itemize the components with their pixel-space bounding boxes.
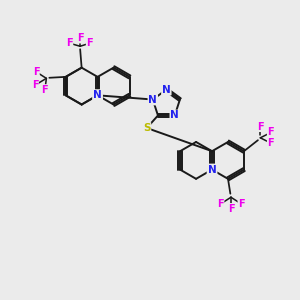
Text: S: S — [143, 123, 150, 133]
Text: F: F — [77, 33, 83, 43]
Text: N: N — [208, 165, 216, 175]
Text: F: F — [217, 199, 224, 209]
Text: N: N — [93, 90, 102, 100]
Text: F: F — [238, 199, 245, 209]
Text: N: N — [162, 85, 171, 95]
Text: F: F — [66, 38, 73, 48]
Text: F: F — [257, 122, 264, 131]
Text: N: N — [208, 165, 216, 175]
Text: F: F — [33, 67, 39, 77]
Text: F: F — [267, 138, 274, 148]
Text: F: F — [228, 204, 234, 214]
Text: F: F — [42, 85, 48, 95]
Text: F: F — [86, 38, 93, 48]
Text: F: F — [267, 128, 274, 137]
Text: N: N — [148, 94, 157, 104]
Text: N: N — [170, 110, 179, 121]
Text: F: F — [32, 80, 38, 90]
Text: N: N — [93, 90, 102, 100]
